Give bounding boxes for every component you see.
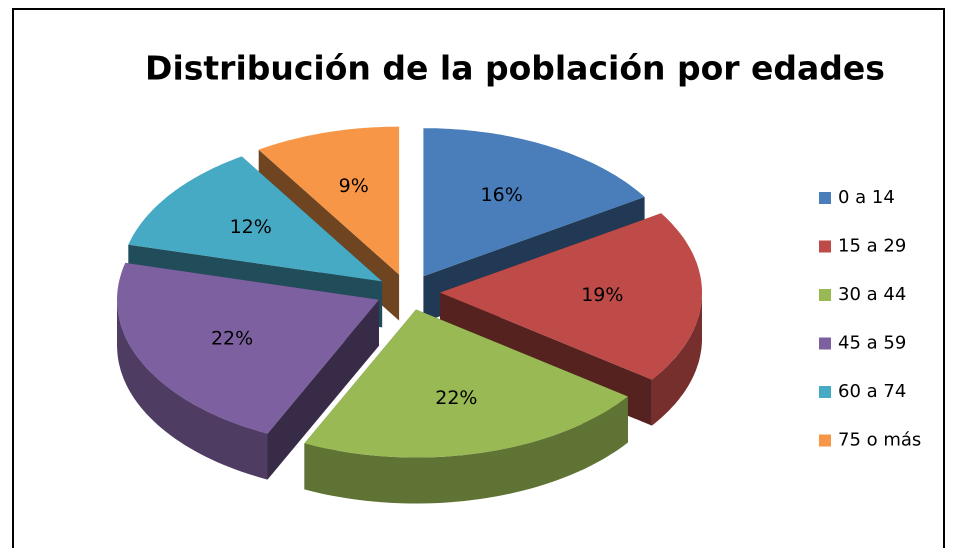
- data-label: 9%: [339, 175, 369, 197]
- slice-side: [267, 299, 379, 480]
- chart-title: Distribución de la población por edades: [145, 49, 885, 88]
- legend-swatch: [819, 386, 831, 398]
- legend-label: 45 a 59: [838, 333, 906, 354]
- legend-swatch: [819, 289, 831, 301]
- slice-top: [258, 126, 400, 275]
- slice-top: [440, 213, 702, 380]
- legend-label: 15 a 29: [838, 236, 906, 257]
- chart-frame: [12, 8, 945, 548]
- data-label: 22%: [211, 327, 253, 349]
- slice-top: [423, 128, 645, 277]
- legend-swatch: [819, 240, 831, 253]
- legend-label: 30 a 44: [838, 284, 906, 305]
- legend-swatch: [819, 337, 831, 350]
- data-label: 16%: [481, 184, 523, 206]
- slice-top: [128, 156, 383, 282]
- legend-swatch: [819, 434, 831, 447]
- data-label: 12%: [230, 216, 272, 238]
- slice-wall: [651, 292, 702, 426]
- slice: [304, 309, 628, 504]
- legend-swatch: [819, 192, 831, 204]
- slice: [117, 262, 379, 480]
- slice-wall: [304, 396, 628, 504]
- data-label: 22%: [435, 387, 477, 409]
- data-label: 19%: [581, 284, 623, 306]
- slice-top: [304, 309, 628, 458]
- slice-wall: [117, 299, 268, 480]
- legend-label: 60 a 74: [838, 381, 906, 402]
- legend-label: 0 a 14: [838, 187, 895, 208]
- slice-top: [117, 262, 379, 434]
- legend-label: 75 o más: [838, 430, 921, 451]
